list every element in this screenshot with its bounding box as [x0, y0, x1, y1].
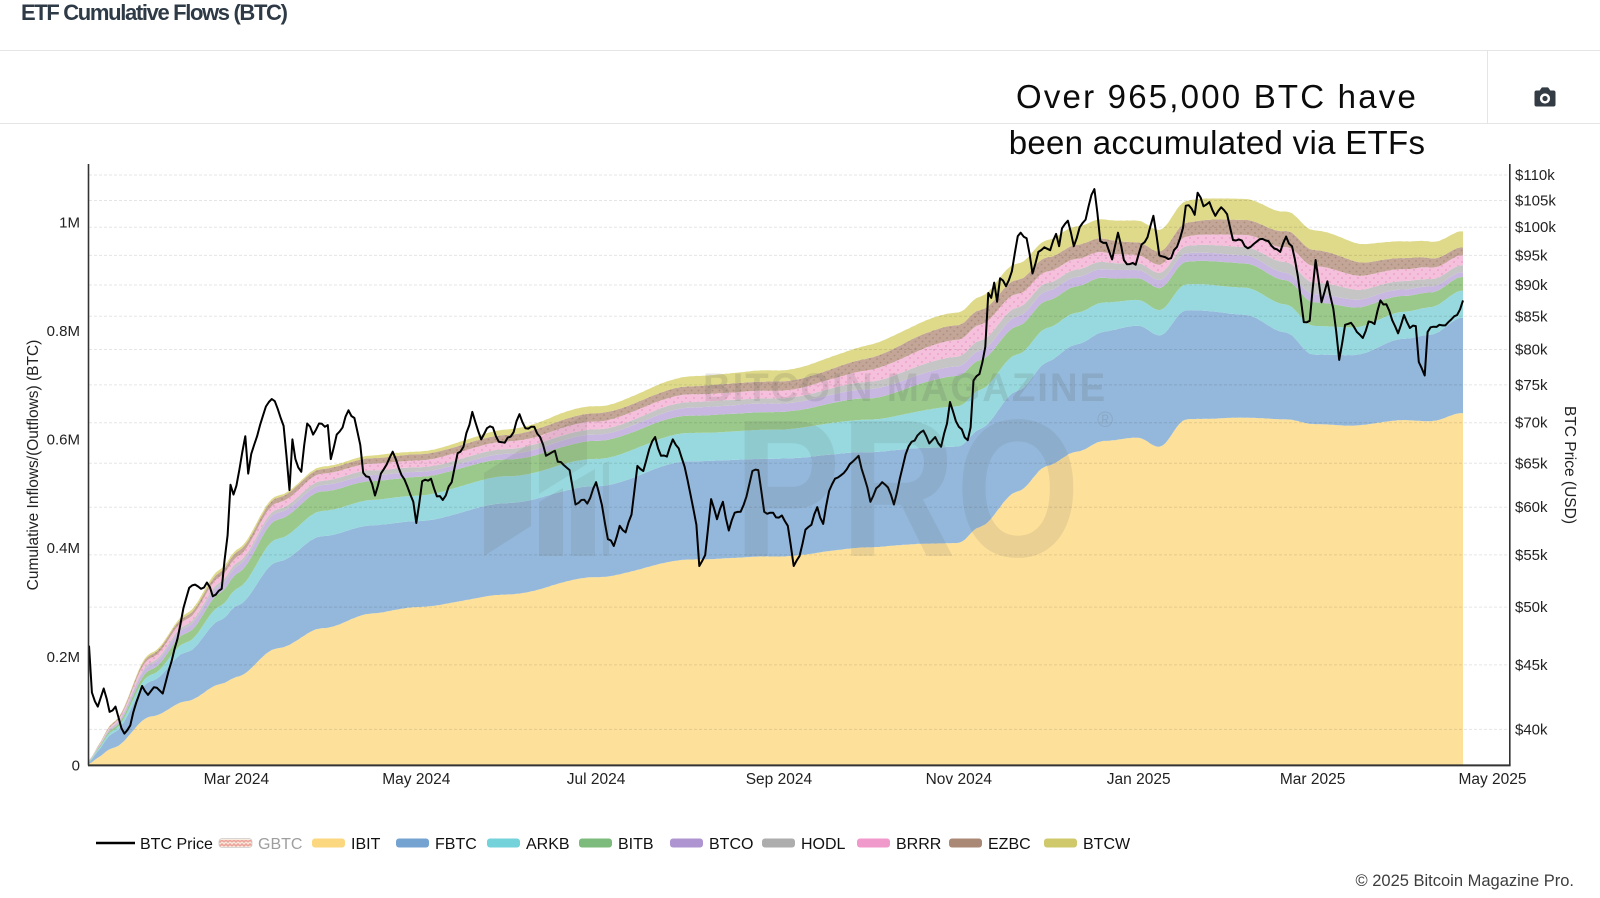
svg-text:$90k: $90k	[1515, 277, 1548, 294]
svg-text:FBTC: FBTC	[435, 836, 477, 853]
svg-text:$75k: $75k	[1515, 377, 1548, 394]
svg-text:EZBC: EZBC	[988, 836, 1031, 853]
svg-text:BITCOIN MAGAZINE: BITCOIN MAGAZINE	[703, 366, 1107, 410]
svg-text:$60k: $60k	[1515, 499, 1548, 516]
svg-text:PRO: PRO	[734, 379, 1080, 598]
svg-text:May 2025: May 2025	[1458, 771, 1526, 788]
svg-text:GBTC: GBTC	[258, 836, 302, 853]
svg-text:Cumulative Inflows/(Outflows): Cumulative Inflows/(Outflows) (BTC)	[25, 340, 42, 591]
svg-text:0: 0	[72, 757, 80, 774]
svg-text:$105k: $105k	[1515, 193, 1556, 210]
svg-text:IBIT: IBIT	[351, 836, 381, 853]
svg-text:BTCO: BTCO	[709, 836, 753, 853]
svg-text:Jan 2025: Jan 2025	[1107, 771, 1171, 788]
svg-text:$70k: $70k	[1515, 415, 1548, 432]
svg-text:$110k: $110k	[1515, 167, 1555, 184]
svg-text:HODL: HODL	[801, 836, 846, 853]
svg-text:BRRR: BRRR	[896, 836, 941, 853]
svg-text:$65k: $65k	[1515, 455, 1548, 472]
svg-text:0.2M: 0.2M	[47, 649, 80, 666]
svg-text:0.4M: 0.4M	[47, 540, 80, 557]
svg-text:$40k: $40k	[1515, 721, 1548, 738]
svg-text:0.6M: 0.6M	[47, 432, 80, 449]
svg-text:$55k: $55k	[1515, 547, 1548, 564]
svg-text:Sep 2024: Sep 2024	[746, 771, 813, 788]
svg-text:BTC Price (USD): BTC Price (USD)	[1561, 406, 1578, 524]
svg-text:$85k: $85k	[1515, 308, 1548, 325]
svg-text:May 2024: May 2024	[382, 771, 450, 788]
svg-text:Jul 2024: Jul 2024	[567, 771, 626, 788]
svg-text:®: ®	[1097, 407, 1113, 432]
svg-text:BTC Price: BTC Price	[140, 836, 213, 853]
svg-text:ARKB: ARKB	[526, 836, 570, 853]
svg-text:$50k: $50k	[1515, 599, 1548, 616]
svg-text:Mar 2024: Mar 2024	[204, 771, 270, 788]
svg-text:$100k: $100k	[1515, 219, 1556, 236]
svg-text:Nov 2024: Nov 2024	[926, 771, 993, 788]
svg-text:$95k: $95k	[1515, 247, 1548, 264]
svg-text:Mar 2025: Mar 2025	[1280, 771, 1345, 788]
svg-text:0.8M: 0.8M	[47, 323, 80, 340]
svg-text:$80k: $80k	[1515, 342, 1548, 359]
svg-text:1M: 1M	[59, 215, 80, 232]
svg-text:BTCW: BTCW	[1083, 836, 1131, 853]
svg-text:BITB: BITB	[618, 836, 654, 853]
svg-text:$45k: $45k	[1515, 657, 1548, 674]
